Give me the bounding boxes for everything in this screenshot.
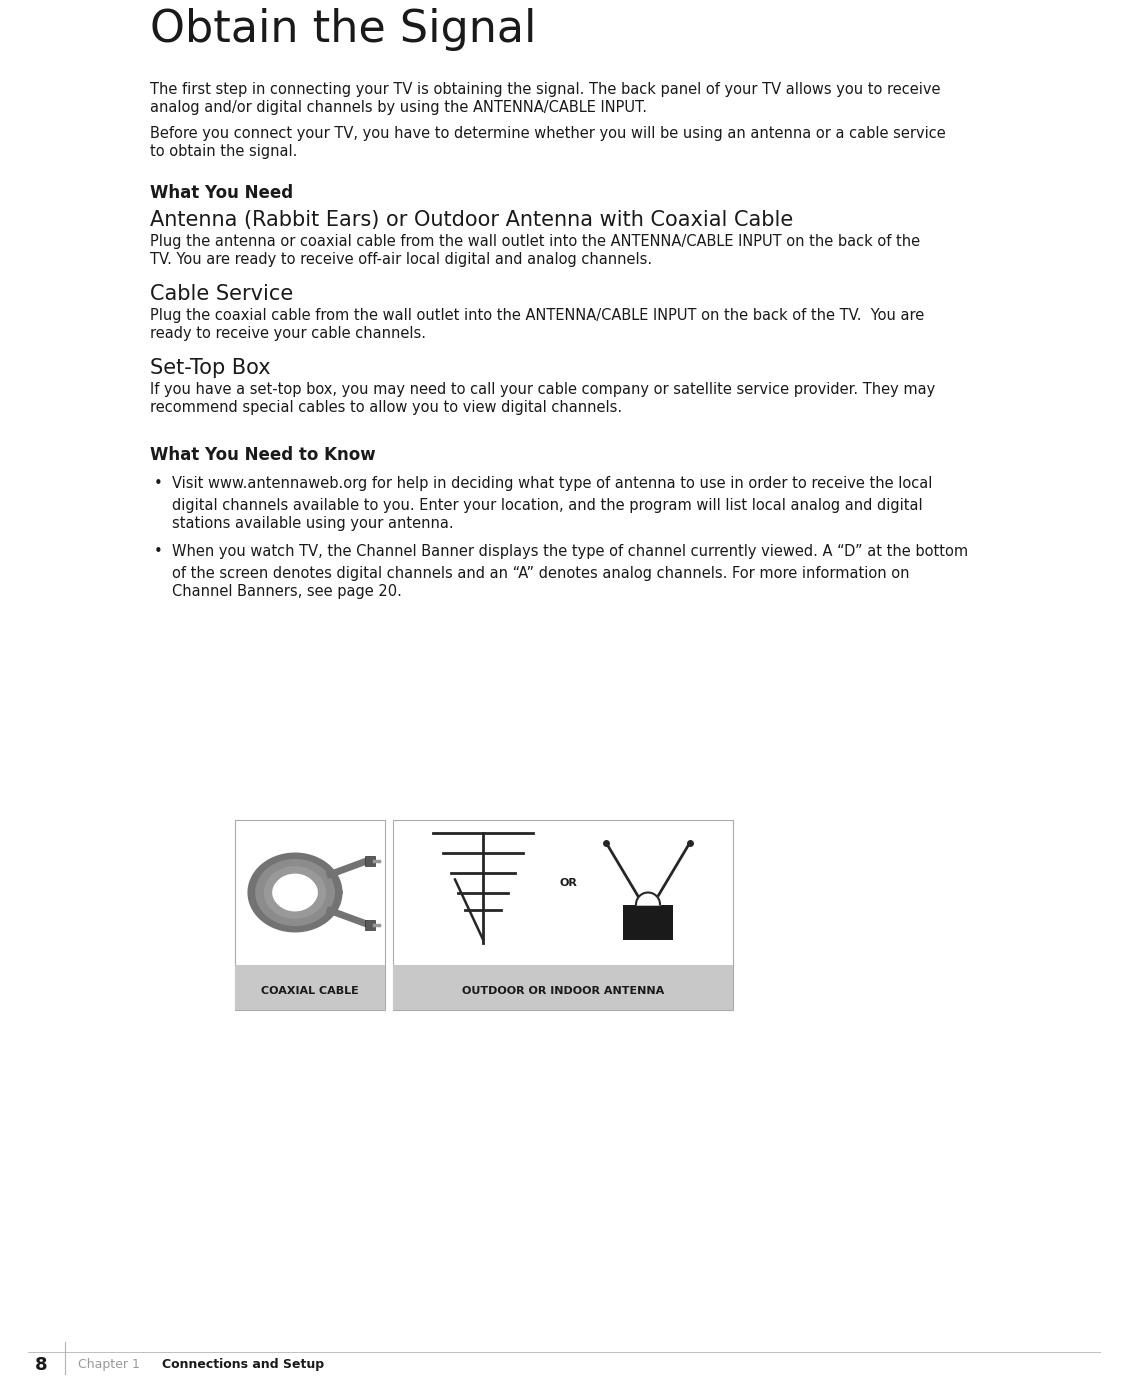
Bar [393,819,733,1010]
Text: •: • [154,544,162,559]
Text: TV. You are ready to receive off-air local digital and analog channels.: TV. You are ready to receive off-air loc… [150,252,653,267]
Bar [236,965,385,1010]
Text: If you have a set-top box, you may need to call your cable company or satellite : If you have a set-top box, you may need … [150,382,935,397]
Text: OR: OR [559,877,577,887]
Text: ready to receive your cable channels.: ready to receive your cable channels. [150,327,426,340]
Text: analog and/or digital channels by using the ANTENNA/CABLE INPUT.: analog and/or digital channels by using … [150,100,647,115]
Bar [236,819,385,1010]
Bar [365,919,375,930]
Text: Connections and Setup: Connections and Setup [162,1358,325,1372]
Text: digital channels available to you. Enter your location, and the program will lis: digital channels available to you. Enter… [172,498,923,513]
Text: stations available using your antenna.: stations available using your antenna. [172,516,454,531]
Text: What You Need: What You Need [150,184,293,202]
Text: of the screen denotes digital channels and an “A” denotes analog channels. For m: of the screen denotes digital channels a… [172,566,909,581]
Text: Plug the coaxial cable from the wall outlet into the ANTENNA/CABLE INPUT on the : Plug the coaxial cable from the wall out… [150,309,924,322]
Text: Chapter 1: Chapter 1 [78,1358,140,1372]
Text: COAXIAL CABLE: COAXIAL CABLE [261,987,358,996]
Text: 8: 8 [35,1356,47,1374]
Text: OUTDOOR OR INDOOR ANTENNA: OUTDOOR OR INDOOR ANTENNA [462,987,664,996]
Text: Channel Banners, see page 20.: Channel Banners, see page 20. [172,584,402,599]
Text: to obtain the signal.: to obtain the signal. [150,144,298,159]
Text: Antenna (Rabbit Ears) or Outdoor Antenna with Coaxial Cable: Antenna (Rabbit Ears) or Outdoor Antenna… [150,210,793,230]
Text: •: • [154,476,162,491]
Text: recommend special cables to allow you to view digital channels.: recommend special cables to allow you to… [150,400,622,415]
Text: Set-Top Box: Set-Top Box [150,358,270,378]
Text: When you watch TV, the Channel Banner displays the type of channel currently vie: When you watch TV, the Channel Banner di… [172,544,968,559]
Text: What You Need to Know: What You Need to Know [150,446,375,464]
Bar [365,855,375,865]
Text: Cable Service: Cable Service [150,284,293,304]
Text: Plug the antenna or coaxial cable from the wall outlet into the ANTENNA/CABLE IN: Plug the antenna or coaxial cable from t… [150,234,920,249]
Bar [393,965,733,1010]
Text: Before you connect your TV, you have to determine whether you will be using an a: Before you connect your TV, you have to … [150,126,946,141]
Text: Visit www.antennaweb.org for help in deciding what type of antenna to use in ord: Visit www.antennaweb.org for help in dec… [172,476,932,491]
Text: The first step in connecting your TV is obtaining the signal. The back panel of : The first step in connecting your TV is … [150,82,941,97]
Text: Obtain the Signal: Obtain the Signal [150,8,536,51]
Bar [623,905,673,940]
